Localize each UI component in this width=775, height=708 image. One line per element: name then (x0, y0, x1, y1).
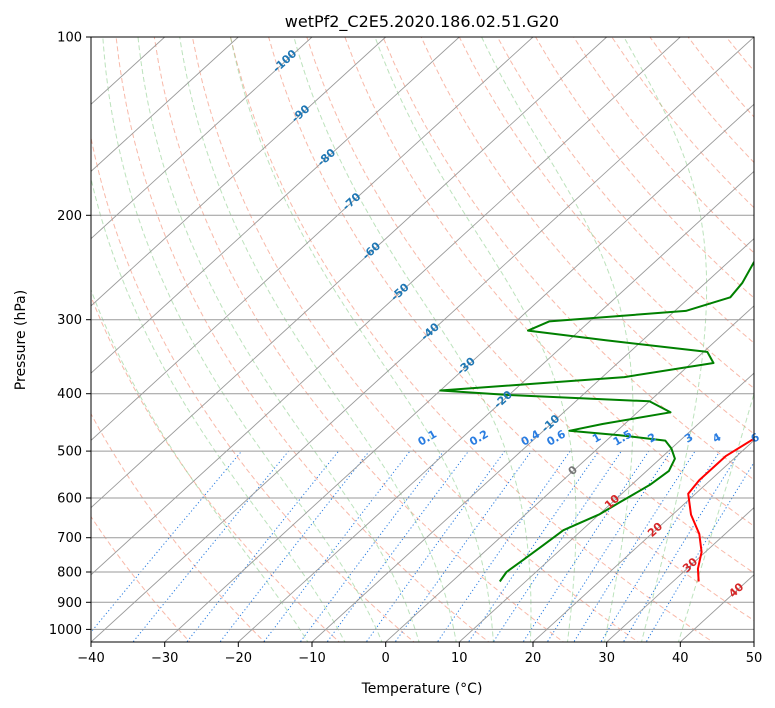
mixing-ratio-line (573, 450, 696, 642)
x-tick-label: −40 (77, 651, 104, 666)
mixing-ratio-line (522, 450, 650, 642)
x-tick-label: −10 (298, 651, 325, 666)
isotherm-line (237, 170, 754, 642)
isotherm-line (164, 103, 754, 642)
dry-adiabat (382, 37, 754, 481)
y-axis-label: Pressure (hPa) (13, 290, 29, 390)
dewpoint-line (439, 260, 754, 583)
mixing-ratio-line (467, 450, 600, 642)
y-tick-label: 300 (57, 313, 82, 328)
x-tick-label: −20 (225, 651, 252, 666)
mixing-ratio-line (326, 450, 469, 642)
mixing-ratio-line (263, 450, 411, 642)
y-tick-label: 1000 (49, 623, 82, 638)
x-tick-label: −30 (151, 651, 178, 666)
mixing-ratio-line (645, 461, 754, 642)
x-tick-label: 20 (525, 651, 542, 666)
dry-adiabat (268, 37, 754, 622)
x-tick-label: 10 (451, 651, 468, 666)
background-lines (91, 37, 754, 642)
plot-frame (90, 36, 755, 643)
chart-title: wetPf2_C2E5.2020.186.02.51.G20 (285, 12, 559, 32)
dry-adiabat (458, 37, 754, 389)
isotherm-line (91, 37, 387, 307)
moist-adiabat (102, 37, 383, 642)
isotherm-line (385, 305, 754, 642)
isotherm-line (458, 372, 754, 642)
mixing-ratio-line (546, 450, 672, 642)
temperature-line (687, 437, 754, 582)
isotherm-line (606, 506, 754, 642)
y-tick-label: 500 (57, 445, 82, 460)
mixing-ratio-line (132, 450, 289, 642)
isotherm-line (311, 238, 754, 642)
mixing-ratio-line (299, 450, 445, 642)
profile-lines (439, 260, 754, 583)
mixing-ratio-line (394, 450, 532, 642)
isotherm-line (532, 439, 754, 642)
isotherm-line (91, 37, 239, 173)
dry-adiabat (496, 37, 754, 344)
isotherm-line (91, 37, 313, 240)
isotherm-line (91, 37, 608, 509)
isotherm-line (91, 37, 460, 374)
isotherm-line (91, 37, 754, 642)
x-axis-label: Temperature (°C) (361, 681, 483, 697)
x-tick-label: 30 (598, 651, 615, 666)
y-tick-label: 800 (57, 566, 82, 581)
y-tick-label: 600 (57, 492, 82, 507)
mixing-ratio-line (219, 450, 370, 642)
y-tick-label: 100 (57, 31, 82, 46)
y-tick-label: 700 (57, 531, 82, 546)
y-tick-label: 200 (57, 209, 82, 224)
dry-adiabat (535, 37, 754, 299)
axes: −40 −30 −20 −10 0 10 20 30 40 50 100 200 300 400 500 60… (49, 31, 762, 667)
x-tick-label: 0 (382, 651, 390, 666)
x-tick-label: 40 (672, 651, 689, 666)
dry-adiabat (344, 37, 754, 527)
y-tick-label: 400 (57, 387, 82, 402)
x-tick-label: 50 (746, 651, 763, 666)
isotherm-line (91, 37, 534, 441)
y-tick-label: 900 (57, 596, 82, 611)
dry-adiabat (91, 135, 415, 642)
isotherm-line (91, 37, 681, 576)
